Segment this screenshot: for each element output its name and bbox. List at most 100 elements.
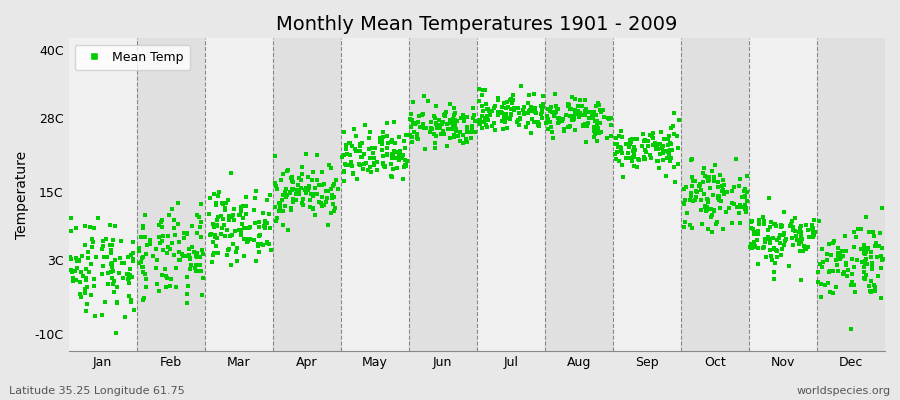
Point (210, 223, 224, 229)
Point (453, 129, 467, 136)
Point (376, 163, 391, 169)
Point (714, 198, 728, 204)
Point (556, 128, 571, 134)
Point (455, 111, 470, 118)
Point (249, 188, 264, 194)
Point (738, 193, 752, 199)
Point (376, 134, 391, 140)
Point (215, 225, 230, 231)
Point (368, 145, 382, 151)
Point (315, 169, 329, 175)
Point (78, 274, 93, 281)
Point (104, 250, 118, 256)
Point (104, 268, 119, 275)
Point (590, 138, 605, 144)
Point (864, 289, 878, 295)
Point (464, 129, 478, 136)
Point (95, 243, 110, 249)
Point (124, 297, 139, 303)
Point (110, 300, 124, 306)
Point (406, 120, 420, 126)
Point (357, 122, 372, 128)
Point (712, 192, 726, 199)
Point (836, 271, 850, 278)
Point (578, 97, 592, 104)
Point (460, 127, 474, 134)
Point (175, 250, 189, 257)
Point (576, 123, 590, 129)
Point (596, 106, 610, 113)
Point (190, 254, 204, 260)
Point (86, 276, 101, 282)
Point (134, 234, 148, 240)
Point (623, 154, 637, 161)
Point (670, 145, 685, 151)
Point (171, 200, 185, 206)
Point (234, 204, 248, 210)
Point (327, 194, 341, 200)
Point (262, 211, 276, 217)
Point (591, 127, 606, 133)
Point (786, 224, 800, 230)
Point (719, 209, 733, 215)
Point (710, 184, 724, 190)
Point (106, 281, 121, 288)
Point (831, 252, 845, 259)
Point (103, 242, 117, 248)
Point (752, 245, 766, 252)
Point (252, 224, 266, 230)
Point (263, 225, 277, 232)
Point (460, 139, 474, 146)
Point (857, 264, 871, 271)
Point (304, 190, 319, 197)
Point (610, 149, 625, 155)
Point (73, 291, 87, 297)
Point (544, 104, 559, 110)
Point (398, 157, 412, 164)
Point (474, 103, 489, 110)
Point (546, 113, 561, 119)
Point (276, 208, 291, 214)
Point (148, 246, 163, 252)
Point (442, 135, 456, 142)
Point (826, 240, 841, 246)
Point (844, 278, 859, 285)
Point (336, 154, 350, 160)
Point (91, 214, 105, 221)
Point (306, 206, 320, 212)
Point (798, 246, 813, 252)
Point (577, 112, 591, 118)
Point (304, 190, 319, 197)
Point (438, 109, 453, 116)
Point (694, 187, 708, 193)
Point (121, 254, 135, 260)
Point (784, 220, 798, 227)
Point (306, 205, 320, 211)
Point (775, 222, 789, 229)
Point (837, 248, 851, 254)
Point (487, 105, 501, 112)
Point (179, 300, 194, 306)
Point (432, 124, 446, 130)
Point (814, 264, 829, 270)
Point (860, 246, 875, 252)
Point (616, 174, 631, 180)
Point (707, 207, 722, 214)
Point (209, 200, 223, 206)
Point (483, 108, 498, 115)
Point (627, 162, 642, 169)
Point (711, 195, 725, 201)
Point (596, 106, 610, 113)
Point (480, 116, 494, 123)
Point (523, 107, 537, 113)
Point (412, 124, 427, 130)
Point (194, 219, 208, 225)
Point (571, 103, 585, 109)
Point (699, 208, 714, 214)
Point (437, 113, 452, 119)
Point (500, 110, 514, 117)
Point (131, 260, 146, 266)
Point (227, 206, 241, 213)
Point (149, 265, 164, 271)
Point (850, 234, 864, 240)
